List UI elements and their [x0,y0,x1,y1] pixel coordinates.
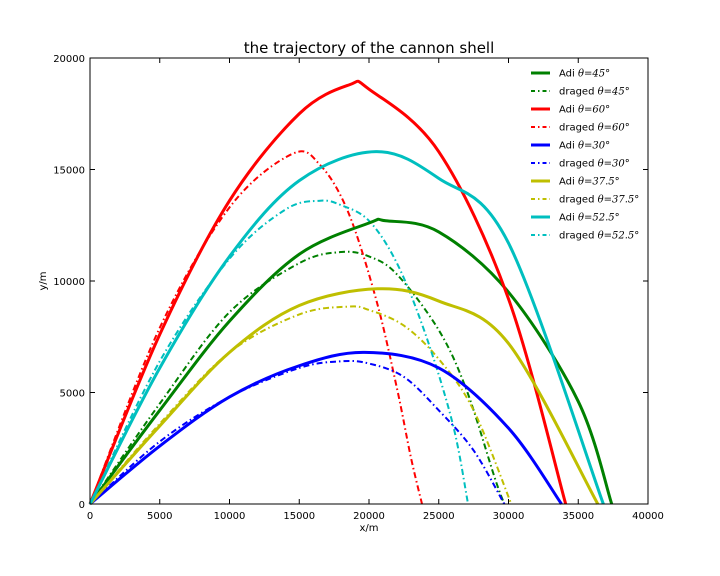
legend-label: draged θ=60° [559,123,630,134]
legend-label: draged θ=37.5° [559,195,639,206]
x-tick-label: 5000 [147,511,172,522]
chart-title: the trajectory of the cannon shell [244,39,495,57]
legend-item: draged θ=30° [531,159,630,170]
legend-label: Adi θ=52.5° [559,213,620,224]
x-tick-label: 20000 [353,511,385,522]
legend-item: Adi θ=52.5° [531,213,620,224]
legend-label: draged θ=45° [559,87,630,98]
series-line-adi-37-5 [88,287,600,505]
x-tick-label: 25000 [423,511,455,522]
x-tick-label: 15000 [283,511,315,522]
y-tick-label: 20000 [53,54,85,65]
series-line-draged-52-5 [89,199,470,505]
x-tick-label: 10000 [214,511,246,522]
series-line-draged-45 [89,250,506,505]
legend-item: draged θ=45° [531,87,630,98]
legend-item: draged θ=52.5° [531,231,639,242]
y-tick-label: 10000 [53,277,85,288]
legend-label: Adi θ=37.5° [559,177,620,188]
legend-item: Adi θ=37.5° [531,177,620,188]
legend-label: draged θ=30° [559,159,630,170]
series-line-adi-60 [88,79,568,505]
legend-label: Adi θ=45° [559,69,610,80]
y-tick-label: 0 [79,500,85,511]
legend-item: draged θ=37.5° [531,195,639,206]
axes-layer: 0 5000 10000 15000 20000 25000 30000 35000 40000… [53,54,664,522]
x-tick-label: 0 [87,511,93,522]
y-axis-label: y/m [38,271,49,290]
x-tick-label: 40000 [632,511,664,522]
series-line-draged-60 [89,150,423,505]
legend-item: Adi θ=30° [531,141,610,152]
series-line-adi-30 [89,350,563,506]
legend-label: Adi θ=60° [559,105,610,116]
x-tick-label: 35000 [562,511,594,522]
series-line-adi-45 [88,217,614,505]
x-axis-label: x/m [359,523,378,534]
legend-item: draged θ=60° [531,123,630,134]
legend-label: Adi θ=30° [559,141,610,152]
legend-item: Adi θ=60° [531,105,610,116]
series-line-draged-30 [89,359,506,505]
y-tick-label: 5000 [60,389,85,400]
x-tick-label: 30000 [493,511,525,522]
series-line-adi-52-5 [88,150,605,505]
legend-label: draged θ=52.5° [559,231,639,242]
legend: Adi θ=45° draged θ=45° Adi θ=60° draged θ=6… [531,69,639,242]
series-layer [88,79,614,506]
legend-item: Adi θ=45° [531,69,610,80]
y-tick-label: 15000 [53,166,85,177]
